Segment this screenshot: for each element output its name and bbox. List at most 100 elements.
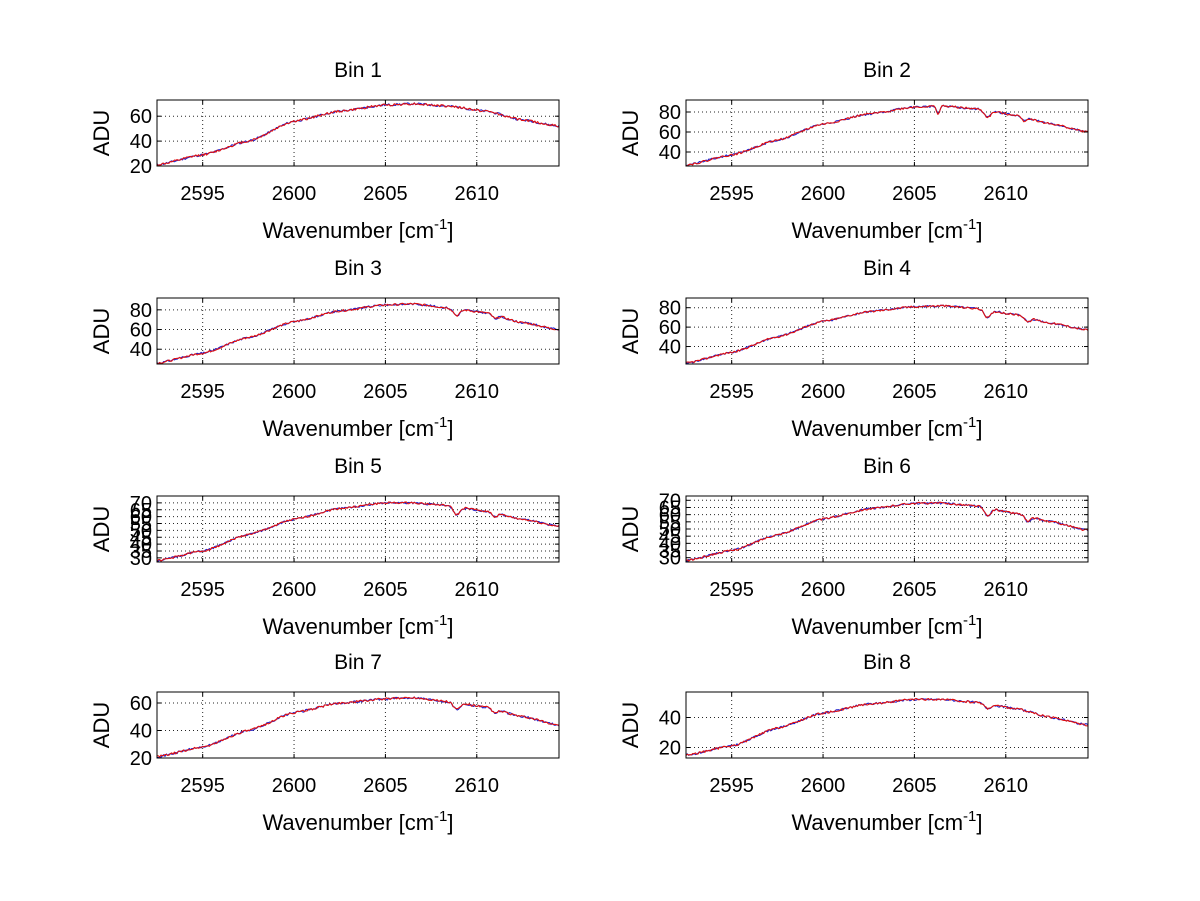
x-tick-label: 2600 [272, 775, 317, 797]
y-tick-label: 65 [130, 500, 152, 522]
subplot-7: 2595 2600 2605 2610 20 40 60 Bin 7 Wavenumber [c… [89, 651, 560, 835]
y-axis-label: ADU [618, 110, 643, 156]
x-tick-label: 2610 [984, 183, 1029, 205]
y-tick-label: 35 [659, 541, 681, 563]
x-axis-label: Wavenumber [cm-1] [791, 216, 982, 243]
series-line-red [156, 102, 559, 167]
series-line-blue [685, 304, 1089, 365]
y-tick-label: 65 [659, 497, 681, 519]
x-tick-label: 2600 [272, 183, 317, 205]
y-axis-label: ADU [618, 702, 643, 748]
x-tick-label: 2605 [363, 579, 408, 601]
y-tick-label: 60 [659, 505, 681, 527]
series-line-red [685, 697, 1089, 756]
x-tick-label: 2600 [272, 579, 317, 601]
y-axis-label: ADU [89, 308, 114, 354]
x-axis-label: Wavenumber [cm-1] [262, 216, 453, 243]
axes-frame [685, 691, 1089, 759]
y-axis-label: ADU [89, 506, 114, 552]
y-tick-label: 60 [130, 507, 152, 529]
y-tick-label: 80 [659, 102, 681, 124]
x-tick-label: 2610 [455, 775, 500, 797]
x-tick-label: 2595 [709, 381, 754, 403]
axes-frame [156, 99, 560, 167]
y-axis-label: ADU [89, 702, 114, 748]
subplot-title: Bin 7 [334, 651, 382, 674]
x-tick-label: 2605 [892, 381, 937, 403]
y-axis-label: ADU [618, 308, 643, 354]
x-tick-label: 2610 [984, 775, 1029, 797]
series-line-red [685, 501, 1089, 562]
y-tick-label: 40 [659, 337, 681, 359]
y-tick-label: 20 [659, 738, 681, 760]
y-tick-label: 60 [659, 317, 681, 339]
y-tick-label: 30 [659, 548, 681, 570]
y-tick-label: 60 [130, 106, 152, 128]
y-tick-label: 20 [130, 748, 152, 770]
y-tick-label: 60 [659, 122, 681, 144]
x-axis-label: Wavenumber [cm-1] [791, 808, 982, 835]
x-tick-label: 2610 [455, 381, 500, 403]
subplot-title: Bin 3 [334, 257, 382, 280]
x-tick-label: 2610 [455, 579, 500, 601]
y-tick-label: 55 [659, 512, 681, 534]
y-tick-label: 80 [659, 298, 681, 320]
y-tick-label: 40 [130, 131, 152, 153]
x-tick-label: 2600 [801, 381, 846, 403]
y-tick-label: 40 [130, 534, 152, 556]
subplot-title: Bin 2 [863, 59, 911, 82]
y-tick-label: 40 [659, 708, 681, 730]
y-tick-label: 70 [130, 493, 152, 515]
y-tick-label: 20 [130, 156, 152, 178]
x-tick-label: 2605 [892, 775, 937, 797]
axes-frame [685, 297, 1089, 365]
y-tick-label: 50 [130, 520, 152, 542]
x-tick-label: 2600 [801, 183, 846, 205]
y-tick-label: 40 [130, 339, 152, 361]
x-tick-label: 2595 [180, 579, 225, 601]
y-tick-label: 50 [659, 519, 681, 541]
x-tick-label: 2595 [709, 579, 754, 601]
subplot-title: Bin 6 [863, 455, 911, 478]
series-line-blue [156, 501, 560, 562]
y-axis-label: ADU [89, 110, 114, 156]
axes-frame [156, 495, 560, 563]
x-tick-label: 2605 [892, 183, 937, 205]
subplot-title: Bin 1 [334, 59, 382, 82]
axes-frame [156, 691, 560, 759]
x-tick-label: 2595 [180, 775, 225, 797]
y-tick-label: 70 [659, 490, 681, 512]
x-tick-label: 2605 [363, 775, 408, 797]
y-tick-label: 45 [130, 527, 152, 549]
x-tick-label: 2600 [801, 579, 846, 601]
x-tick-label: 2595 [709, 183, 754, 205]
series-line-red [685, 304, 1089, 364]
series-line-blue [685, 501, 1089, 562]
x-tick-label: 2600 [272, 381, 317, 403]
y-tick-label: 45 [659, 526, 681, 548]
subplot-8: 2595 2600 2605 2610 20 40 Bin 8 Wavenumber [cm-… [618, 651, 1089, 835]
x-axis-label: Wavenumber [cm-1] [262, 612, 453, 639]
y-tick-label: 40 [130, 721, 152, 743]
subplot-1: 2595 2600 2605 2610 20 40 60 Bin 1 Wavenumber [c… [89, 59, 560, 243]
y-tick-label: 55 [130, 514, 152, 536]
series-line-red [156, 302, 560, 365]
x-axis-label: Wavenumber [cm-1] [791, 612, 982, 639]
y-tick-label: 80 [130, 300, 152, 322]
x-tick-label: 2610 [984, 381, 1029, 403]
axes-frame [156, 297, 560, 365]
y-tick-label: 40 [659, 142, 681, 164]
x-tick-label: 2595 [180, 381, 225, 403]
x-axis-label: Wavenumber [cm-1] [262, 414, 453, 441]
series-line-blue [156, 102, 560, 166]
y-tick-label: 60 [130, 693, 152, 715]
x-tick-label: 2610 [984, 579, 1029, 601]
y-tick-label: 35 [130, 541, 152, 563]
x-tick-label: 2610 [455, 183, 500, 205]
x-tick-label: 2605 [363, 381, 408, 403]
